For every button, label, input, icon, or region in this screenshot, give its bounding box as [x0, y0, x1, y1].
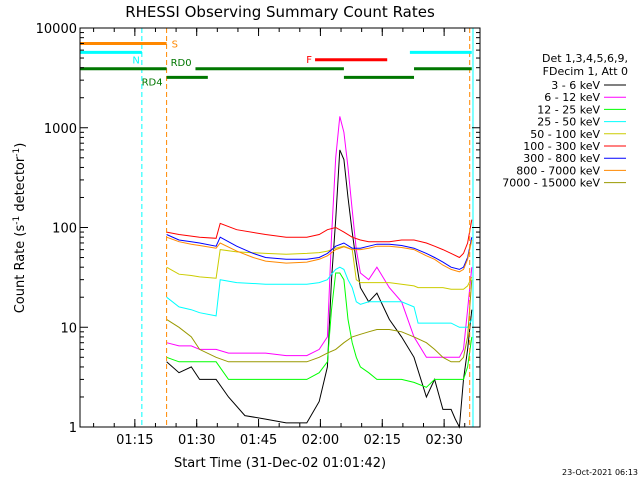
legend-label: 300 - 800 keV — [523, 152, 600, 165]
series-line-2 — [166, 272, 473, 388]
series-line-7 — [166, 236, 473, 273]
y-label-exp-2: -1 — [12, 148, 22, 157]
x-axis-label: Start Time (31-Dec-02 01:01:42) — [174, 456, 386, 471]
x-tick-label: 02:15 — [364, 433, 401, 448]
timestamp-label: 23-Oct-2021 06:13 — [562, 468, 638, 477]
legend-label: 25 - 50 keV — [537, 116, 600, 129]
series-line-1 — [166, 116, 473, 358]
axis-ticks: 1 10 100 1000 10000 01:15 01:30 01:45 02:00 02:15… — [36, 22, 480, 448]
plot-area: S N F RD0 RD4 — [79, 28, 474, 429]
plot-frame — [79, 27, 481, 428]
series-line-8 — [166, 279, 473, 363]
legend-label: 6 - 12 keV — [544, 91, 600, 104]
y-label-mid: detector — [13, 156, 28, 216]
x-tick-label: 02:30 — [425, 433, 462, 448]
y-tick-label: 10 — [60, 321, 77, 336]
series-line-3 — [166, 266, 473, 328]
legend-label: 12 - 25 keV — [537, 103, 600, 116]
x-tick-label: 01:30 — [178, 433, 215, 448]
series-line-0 — [166, 149, 473, 429]
state-label-rd4: RD4 — [142, 77, 163, 88]
y-tick-label: 1000 — [44, 122, 77, 137]
y-label-pre: Count Rate (s — [13, 225, 28, 314]
state-label-f: F — [306, 55, 312, 66]
y-label-post: ) — [13, 143, 28, 148]
series-line-5 — [166, 219, 473, 259]
state-label-rd0: RD0 — [171, 58, 192, 69]
x-tick-label: 02:00 — [302, 433, 339, 448]
y-label-exp-1: -1 — [12, 216, 22, 225]
legend-label: 7000 - 15000 keV — [502, 177, 600, 190]
y-tick-label: 100 — [52, 222, 77, 237]
legend-label: 800 - 7000 keV — [516, 164, 600, 177]
y-axis-label: Count Rate (s-1 detector-1) — [12, 143, 28, 314]
legend-label: 3 - 6 keV — [551, 79, 600, 92]
state-label-s: S — [172, 39, 178, 50]
series-line-4 — [166, 245, 473, 290]
x-tick-label: 01:45 — [240, 433, 277, 448]
legend-label: 50 - 100 keV — [530, 128, 600, 141]
legend-header-line: FDecim 1, Att 0 — [543, 65, 628, 78]
legend-label: 100 - 300 keV — [523, 140, 600, 153]
legend-header-line: Det 1,3,4,5,6,9, — [542, 52, 628, 65]
series-line-6 — [166, 234, 473, 270]
x-tick-label: 01:15 — [116, 433, 153, 448]
state-label-n: N — [132, 55, 139, 66]
legend: Det 1,3,4,5,6,9,FDecim 1, Att 03 - 6 keV… — [502, 52, 628, 190]
y-tick-label: 1 — [69, 421, 77, 436]
y-tick-label: 10000 — [36, 22, 77, 37]
chart-title: RHESSI Observing Summary Count Rates — [125, 3, 435, 21]
